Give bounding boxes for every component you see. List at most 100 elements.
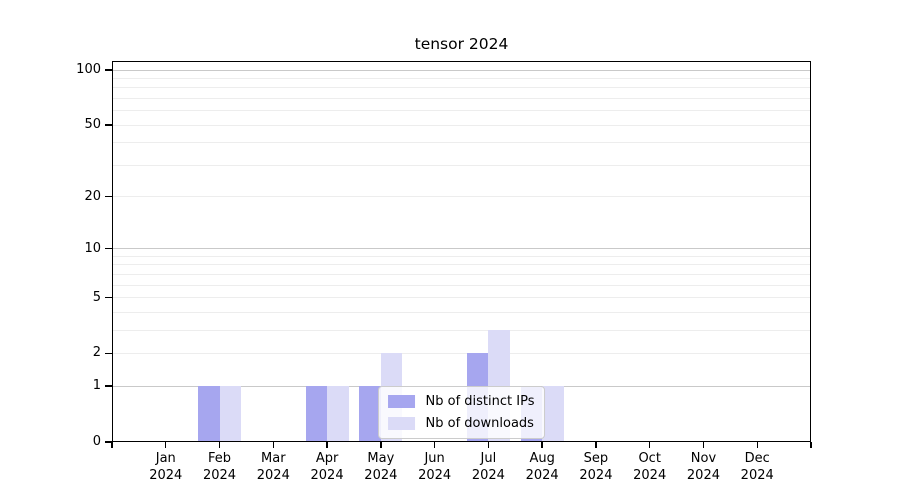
chart-title: tensor 2024 [414, 35, 509, 53]
legend-item-downloads: Nb of downloads [387, 416, 535, 431]
bars-layer [112, 61, 811, 442]
x-tick-label-jul: Jul 2024 [458, 451, 518, 484]
plot-area: Nb of distinct IPs Nb of downloads [112, 61, 811, 442]
legend-swatch-distinct-ips [387, 395, 415, 408]
x-tick-month: Feb [208, 451, 232, 466]
bar-distinct-ips-apr [305, 386, 328, 442]
y-tick-label-0: 0 [92, 434, 101, 449]
x-tick-label-aug: Aug 2024 [512, 451, 572, 484]
x-tick-year: 2024 [740, 467, 774, 483]
legend-label-distinct-ips: Nb of distinct IPs [425, 394, 535, 409]
x-tick-mark [272, 442, 274, 448]
x-tick-mark [111, 442, 113, 448]
x-tick-month: Mar [261, 451, 286, 466]
gridline-minor [112, 196, 811, 198]
x-tick-month: Jun [424, 451, 445, 466]
x-tick-year: 2024 [256, 467, 290, 483]
x-tick-year: 2024 [633, 467, 667, 483]
x-tick-year: 2024 [418, 467, 452, 483]
y-tick-label-10: 10 [84, 240, 101, 256]
gridline-minor [112, 273, 811, 275]
bar-downloads-feb [219, 386, 242, 442]
x-tick-mark [218, 442, 221, 448]
legend-swatch-downloads [387, 417, 415, 430]
x-tick-month: Dec [744, 451, 770, 466]
legend: Nb of distinct IPs Nb of downloads [377, 386, 546, 439]
gridline-minor [112, 284, 811, 286]
x-tick-mark [165, 442, 167, 448]
x-tick-label-feb: Feb 2024 [190, 451, 250, 484]
x-tick-month: Sep [583, 451, 609, 466]
x-tick-label-jun: Jun 2024 [405, 451, 465, 484]
x-tick-label-sep: Sep 2024 [566, 451, 626, 484]
bar-distinct-ips-feb [198, 386, 220, 442]
x-tick-mark [702, 442, 705, 448]
y-tick-label-100: 100 [76, 62, 101, 78]
x-tick-month: Apr [315, 451, 339, 466]
x-tick-mark [810, 442, 812, 448]
x-tick-mark [433, 442, 436, 448]
x-tick-month: Jul [480, 451, 497, 466]
bar-downloads-aug [542, 386, 564, 442]
gridline-minor [112, 352, 811, 354]
x-tick-label-nov: Nov 2024 [673, 451, 733, 484]
gridline-minor [112, 77, 811, 79]
y-tick-label-2: 2 [92, 345, 101, 361]
gridline-minor [112, 255, 811, 257]
bar-distinct-ips-may [359, 386, 381, 442]
x-tick-month: Aug [529, 451, 555, 466]
x-tick-label-dec: Dec 2024 [727, 451, 787, 484]
x-tick-mark [326, 442, 328, 448]
x-tick-month: Nov [690, 451, 717, 466]
legend-label-downloads: Nb of downloads [425, 416, 534, 431]
x-tick-year: 2024 [686, 467, 720, 483]
y-tick-mark [105, 385, 112, 387]
x-tick-year: 2024 [202, 467, 237, 483]
bar-downloads-apr [327, 386, 349, 442]
y-tick-mark [105, 69, 112, 71]
y-tick-label-50: 50 [84, 117, 101, 133]
x-tick-mark [487, 442, 490, 448]
x-tick-mark [380, 442, 382, 448]
x-tick-mark [595, 442, 597, 448]
x-tick-mark [541, 442, 543, 448]
y-tick-mark [105, 124, 112, 126]
x-tick-label-mar: Mar 2024 [243, 451, 303, 484]
gridline-minor [112, 87, 811, 89]
x-tick-month: Oct [638, 451, 661, 466]
y-tick-mark [105, 296, 112, 299]
y-tick-mark [105, 441, 112, 443]
x-tick-month: Jan [155, 451, 176, 466]
gridline-minor [112, 97, 811, 99]
x-tick-mark [648, 442, 651, 448]
x-tick-label-may: May 2024 [351, 451, 411, 484]
y-tick-label-20: 20 [84, 188, 101, 204]
x-tick-month: May [367, 451, 395, 466]
x-tick-label-oct: Oct 2024 [620, 451, 680, 484]
gridline-major [112, 69, 811, 71]
gridline-minor [112, 311, 811, 313]
gridline-minor [112, 124, 811, 126]
gridline-minor [112, 110, 811, 112]
gridline-minor [112, 264, 811, 266]
x-tick-mark [756, 442, 758, 448]
x-tick-year: 2024 [525, 467, 559, 483]
x-tick-year: 2024 [149, 467, 183, 483]
y-tick-mark [105, 195, 112, 198]
y-tick-label-5: 5 [92, 289, 101, 305]
x-tick-label-jan: Jan 2024 [136, 451, 196, 484]
y-tick-label-1: 1 [92, 378, 101, 394]
x-tick-year: 2024 [364, 467, 398, 483]
gridline-major [112, 248, 811, 250]
gridline-minor [112, 164, 811, 166]
x-tick-year: 2024 [310, 467, 344, 483]
x-tick-year: 2024 [471, 467, 505, 483]
x-tick-label-apr: Apr 2024 [297, 451, 357, 484]
legend-item-distinct-ips: Nb of distinct IPs [387, 394, 535, 409]
gridline-minor [112, 297, 811, 299]
gridline-minor [112, 142, 811, 144]
y-tick-mark [105, 248, 112, 250]
x-tick-year: 2024 [579, 467, 613, 483]
y-tick-mark [105, 352, 112, 355]
